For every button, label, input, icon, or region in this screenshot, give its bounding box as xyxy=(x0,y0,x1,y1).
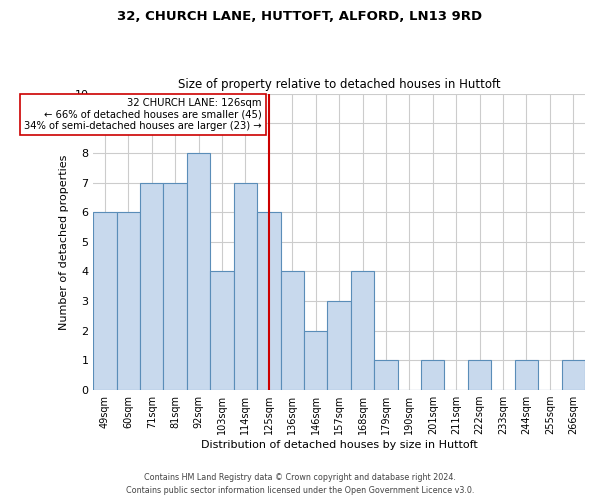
Text: Contains HM Land Registry data © Crown copyright and database right 2024.
Contai: Contains HM Land Registry data © Crown c… xyxy=(126,474,474,495)
Bar xyxy=(257,212,281,390)
Text: 32 CHURCH LANE: 126sqm
← 66% of detached houses are smaller (45)
34% of semi-det: 32 CHURCH LANE: 126sqm ← 66% of detached… xyxy=(24,98,262,131)
Text: 32, CHURCH LANE, HUTTOFT, ALFORD, LN13 9RD: 32, CHURCH LANE, HUTTOFT, ALFORD, LN13 9… xyxy=(118,10,482,23)
Bar xyxy=(140,182,163,390)
Bar xyxy=(374,360,398,390)
Bar xyxy=(304,331,328,390)
Bar xyxy=(351,272,374,390)
X-axis label: Distribution of detached houses by size in Huttoft: Distribution of detached houses by size … xyxy=(201,440,478,450)
Bar xyxy=(421,360,445,390)
Bar xyxy=(328,301,351,390)
Bar xyxy=(562,360,585,390)
Bar xyxy=(163,182,187,390)
Y-axis label: Number of detached properties: Number of detached properties xyxy=(59,154,69,330)
Bar xyxy=(468,360,491,390)
Title: Size of property relative to detached houses in Huttoft: Size of property relative to detached ho… xyxy=(178,78,500,91)
Bar xyxy=(281,272,304,390)
Bar xyxy=(210,272,234,390)
Bar xyxy=(234,182,257,390)
Bar xyxy=(116,212,140,390)
Bar xyxy=(187,153,210,390)
Bar xyxy=(93,212,116,390)
Bar xyxy=(515,360,538,390)
